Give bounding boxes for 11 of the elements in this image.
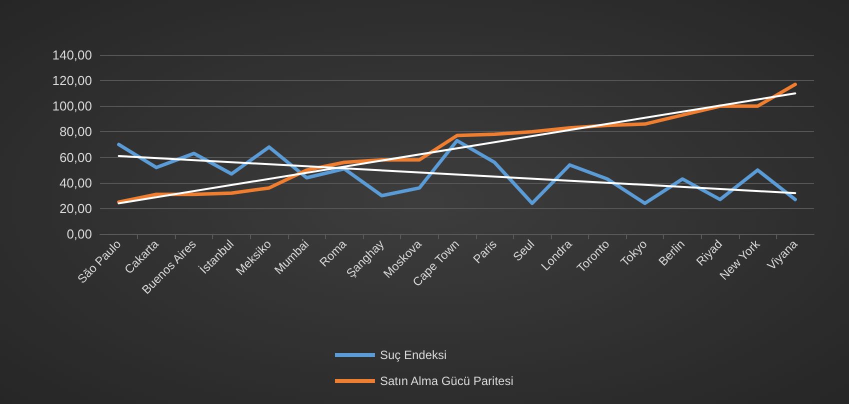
y-tick-label: 140,00 xyxy=(52,48,92,62)
y-tick-label: 0,00 xyxy=(66,226,92,242)
y-tick-label: 60,00 xyxy=(59,150,92,165)
y-tick-label: 80,00 xyxy=(59,124,92,140)
y-tick-label: 100,00 xyxy=(52,98,92,114)
legend-label: Satın Alma Gücü Paritesi xyxy=(380,374,514,388)
y-tick-label: 120,00 xyxy=(52,73,92,88)
line-series xyxy=(117,138,797,206)
y-tick-label: 20,00 xyxy=(59,200,92,216)
legend-label: Suç Endeksi xyxy=(380,348,447,362)
y-tick-label: 40,00 xyxy=(59,175,92,190)
